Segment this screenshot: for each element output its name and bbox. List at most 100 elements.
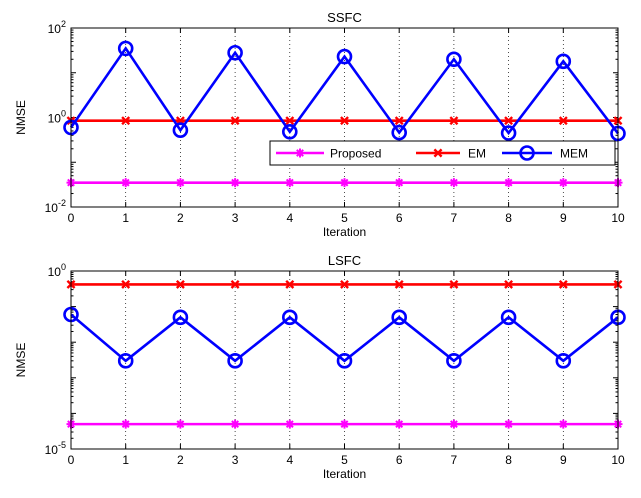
data-point-proposed [394,178,404,188]
data-point-em [504,116,514,126]
x-tick-label: 8 [505,453,512,467]
data-point-em [175,279,185,289]
data-point-proposed [340,419,349,429]
legend-entry-em: EM [416,147,486,161]
x-axis-label: Iteration [323,467,366,481]
data-point-em [285,116,295,126]
data-point-proposed [558,419,568,429]
legend-marker [519,145,535,161]
data-point-mem [336,353,353,369]
data-point-em [394,279,404,289]
x-tick-label: 5 [341,211,348,225]
legend-marker [295,148,305,158]
data-point-proposed [504,419,514,429]
x-tick-label: 3 [232,211,239,225]
data-point-em [121,116,131,126]
x-tick-label: 5 [341,453,348,467]
data-point-proposed [449,419,459,429]
data-point-mem [555,53,572,70]
data-point-proposed [121,178,131,188]
data-point-em [558,116,568,126]
data-point-mem [227,353,243,369]
legend: Proposed EM MEM [269,140,616,166]
x-tick-label: 10 [611,211,625,225]
data-point-em [230,116,240,126]
data-point-proposed [175,178,185,188]
series-mem [63,40,626,142]
y-tick-label: 102 [48,19,66,36]
data-point-em [558,279,568,289]
chart-1: 0 1 2 3 4 5 6 7 8 9 10 10-2 100 102 SSFC Iteration NMSE P… [14,10,626,239]
series-em [66,116,623,126]
data-point-mem [500,309,517,326]
data-point-mem [446,51,462,68]
x-tick-label: 1 [122,211,129,225]
data-point-mem [500,125,517,141]
chart-title: LSFC [328,253,361,268]
x-tick-label: 2 [177,453,184,467]
data-point-em [394,116,404,126]
data-point-proposed [175,419,185,429]
y-axis-label: NMSE [14,100,28,135]
y-tick-label: 10-5 [45,440,66,457]
data-point-proposed [285,419,295,429]
x-tick-label: 3 [232,453,239,467]
data-point-mem [117,40,134,57]
data-point-em [340,116,349,126]
data-point-em [504,279,514,289]
data-point-proposed [558,178,568,188]
data-point-em [449,116,459,126]
data-point-mem [281,123,298,140]
chart-2: 0 1 2 3 4 5 6 7 8 9 10 10-5 100 LSFC Iteration NMSE [14,253,626,481]
legend-entry-mem: MEM [502,145,588,161]
legend-label: EM [468,147,486,161]
legend-entry-proposed: Proposed [276,147,381,161]
data-point-mem [227,44,243,61]
data-point-proposed [504,178,514,188]
x-tick-label: 9 [560,453,567,467]
chart-title: SSFC [327,10,362,25]
x-tick-label: 6 [396,211,403,225]
axes-box [70,27,619,208]
data-point-mem [336,48,353,65]
series-line-mem [69,46,620,136]
x-tick-label: 4 [286,453,293,467]
data-point-proposed [394,419,404,429]
series-em [66,279,623,289]
y-tick-label: 100 [48,262,66,279]
data-point-em [285,279,295,289]
series-line-mem [70,313,619,363]
x-tick-label: 6 [396,453,403,467]
x-tick-label: 10 [611,453,625,467]
data-point-proposed [230,419,240,429]
x-tick-label: 8 [505,211,512,225]
x-tick-label: 9 [560,211,567,225]
legend-label: Proposed [330,147,381,161]
data-point-proposed [285,178,295,188]
x-tick-label: 7 [451,453,458,467]
data-point-proposed [340,178,349,188]
data-point-proposed [230,178,240,188]
data-point-em [121,279,131,289]
data-point-mem [391,124,408,141]
y-axis-label: NMSE [14,343,28,378]
y-tick-label: 10-2 [45,198,66,215]
y-tick-label: 100 [48,109,66,126]
data-point-mem [555,353,572,369]
data-point-mem [446,353,462,369]
x-tick-label: 4 [286,211,293,225]
legend-label: MEM [560,147,588,161]
legend-marker [433,148,443,158]
data-point-em [340,279,349,289]
data-point-em [230,279,240,289]
data-point-mem [172,122,189,139]
x-tick-label: 7 [451,211,458,225]
data-point-mem [281,309,298,326]
x-axis-label: Iteration [323,225,366,239]
data-point-mem [172,309,189,326]
data-point-proposed [449,178,459,188]
data-point-proposed [121,419,131,429]
axes-box [70,270,619,450]
